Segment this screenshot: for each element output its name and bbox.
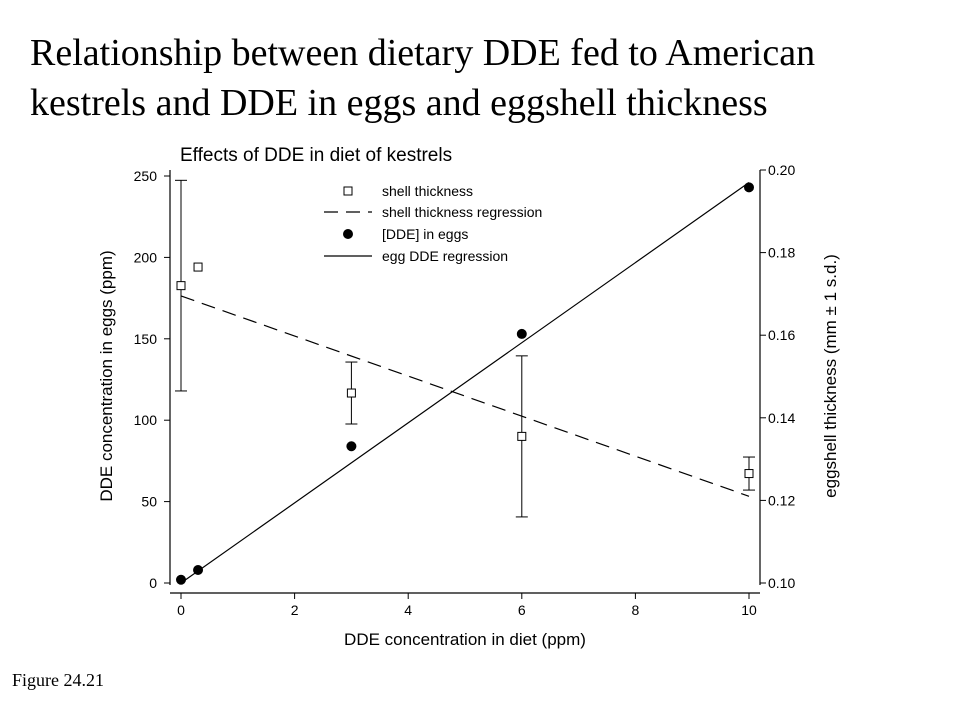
y-tick-label-right: 0.14 [768, 410, 795, 426]
slide-title-line-2: kestrels and DDE in eggs and eggshell th… [30, 82, 768, 124]
plot-area [175, 179, 755, 585]
y-tick-label-left: 200 [134, 249, 158, 265]
y-tick-label-right: 0.20 [768, 162, 795, 178]
slide-title: Relationship between dietary DDE fed to … [30, 28, 950, 128]
y-tick-label-left: 50 [141, 494, 157, 510]
axes: Effects of DDE in diet of kestrels 0 2 4 6 8 1… [97, 145, 840, 649]
y-axis-label-left: DDE concentration in eggs (ppm) [97, 250, 116, 501]
shell-thickness-point [176, 281, 186, 291]
legend-symbol-circle [343, 229, 353, 239]
x-tick-label: 2 [291, 602, 299, 618]
y-tick-label-left: 0 [149, 575, 157, 591]
y-tick-label-left: 250 [134, 168, 158, 184]
egg-dde-point [346, 441, 357, 452]
shell-thickness-point [744, 469, 754, 479]
slide-title-line-1: Relationship between dietary DDE fed to … [30, 32, 816, 74]
legend-label: shell thickness regression [382, 204, 542, 220]
shell-thickness-point [193, 262, 203, 272]
egg-dde-point [744, 182, 754, 193]
chart-title: Effects of DDE in diet of kestrels [180, 145, 452, 166]
regression-line [180, 182, 750, 584]
legend-label: egg DDE regression [382, 248, 508, 264]
legend-symbol-square [343, 186, 353, 196]
x-tick-label: 6 [518, 602, 526, 618]
x-tick-label: 4 [404, 602, 412, 618]
shell-thickness-point [346, 388, 356, 398]
shell-thickness-point [517, 431, 527, 441]
x-tick-label: 0 [177, 602, 185, 618]
y-axis-label-right: eggshell thickness (mm ± 1 s.d.) [821, 254, 840, 498]
y-tick-label-right: 0.16 [768, 327, 795, 343]
legend: shell thickness shell thickness regressio… [324, 183, 542, 264]
x-axis-label: DDE concentration in diet (ppm) [344, 630, 586, 649]
y-tick-label-left: 150 [134, 331, 158, 347]
legend-label: [DDE] in eggs [382, 226, 468, 242]
egg-dde-point [176, 574, 186, 585]
y-tick-label-right: 0.10 [768, 575, 795, 591]
y-tick-label-left: 100 [134, 412, 158, 428]
y-tick-label-right: 0.12 [768, 492, 795, 508]
x-tick-label: 8 [632, 602, 640, 618]
regression-line [180, 295, 750, 497]
x-tick-label: 10 [741, 602, 757, 618]
egg-dde-point [516, 328, 527, 339]
figure-caption: Figure 24.21 [12, 670, 104, 690]
legend-label: shell thickness [382, 183, 473, 199]
y-tick-label-right: 0.18 [768, 245, 795, 261]
